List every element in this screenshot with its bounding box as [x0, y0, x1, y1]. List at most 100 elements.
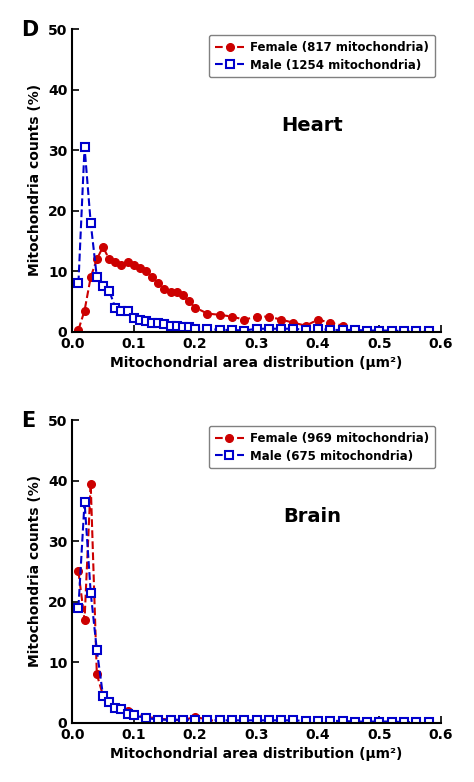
Female (969 mitochondria) — [131, 709, 137, 719]
Male (1254 mitochondria) — [174, 321, 180, 330]
Female (817 mitochondria) — [205, 309, 210, 318]
Female (969 mitochondria) — [118, 705, 124, 714]
Female (817 mitochondria) — [94, 254, 100, 264]
Male (1254 mitochondria) — [106, 286, 112, 296]
Female (817 mitochondria) — [155, 278, 161, 288]
Male (1254 mitochondria) — [180, 322, 186, 332]
Male (1254 mitochondria) — [315, 324, 321, 333]
Male (675 mitochondria) — [143, 713, 149, 723]
Male (675 mitochondria) — [100, 691, 106, 700]
Y-axis label: Mitochondria counts (%): Mitochondria counts (%) — [28, 84, 43, 277]
Text: Brain: Brain — [283, 508, 341, 526]
Male (675 mitochondria) — [75, 603, 81, 612]
Male (675 mitochondria) — [254, 716, 259, 725]
Male (1254 mitochondria) — [143, 316, 149, 325]
Female (969 mitochondria) — [100, 691, 106, 700]
Female (817 mitochondria) — [168, 288, 173, 297]
Legend: Female (817 mitochondria), Male (1254 mitochondria): Female (817 mitochondria), Male (1254 mi… — [209, 35, 435, 77]
X-axis label: Mitochondrial area distribution (μm²): Mitochondrial area distribution (μm²) — [110, 747, 403, 761]
Male (1254 mitochondria) — [149, 318, 155, 328]
Male (675 mitochondria) — [401, 717, 407, 726]
Male (675 mitochondria) — [413, 717, 419, 726]
Female (817 mitochondria) — [106, 254, 112, 264]
Female (817 mitochondria) — [162, 285, 167, 294]
Female (817 mitochondria) — [131, 260, 137, 270]
Male (675 mitochondria) — [291, 716, 296, 725]
Female (817 mitochondria) — [217, 310, 223, 320]
Female (969 mitochondria) — [143, 712, 149, 721]
Male (1254 mitochondria) — [389, 326, 395, 335]
Male (1254 mitochondria) — [303, 325, 309, 335]
Male (1254 mitochondria) — [155, 318, 161, 328]
Female (817 mitochondria) — [82, 306, 87, 315]
Female (969 mitochondria) — [180, 716, 186, 725]
Male (1254 mitochondria) — [162, 320, 167, 329]
Male (675 mitochondria) — [426, 717, 431, 726]
Male (1254 mitochondria) — [88, 218, 93, 228]
Male (675 mitochondria) — [118, 705, 124, 714]
Female (817 mitochondria) — [241, 315, 247, 325]
Female (817 mitochondria) — [112, 257, 118, 267]
Male (675 mitochondria) — [389, 717, 395, 726]
Male (1254 mitochondria) — [100, 282, 106, 291]
Male (1254 mitochondria) — [241, 326, 247, 335]
Female (969 mitochondria) — [75, 567, 81, 576]
Female (969 mitochondria) — [112, 703, 118, 712]
Male (1254 mitochondria) — [291, 324, 296, 333]
Male (1254 mitochondria) — [75, 278, 81, 288]
Female (817 mitochondria) — [174, 288, 180, 297]
Male (675 mitochondria) — [112, 703, 118, 712]
Line: Male (675 mitochondria): Male (675 mitochondria) — [74, 498, 432, 726]
Male (1254 mitochondria) — [125, 306, 130, 315]
Female (969 mitochondria) — [82, 615, 87, 625]
Male (675 mitochondria) — [180, 715, 186, 724]
Male (675 mitochondria) — [365, 717, 370, 726]
Female (817 mitochondria) — [254, 312, 259, 321]
Male (675 mitochondria) — [229, 716, 235, 725]
Male (675 mitochondria) — [278, 716, 284, 725]
Male (675 mitochondria) — [328, 716, 333, 726]
Male (675 mitochondria) — [315, 716, 321, 726]
Female (817 mitochondria) — [303, 321, 309, 330]
Female (969 mitochondria) — [125, 706, 130, 716]
Male (675 mitochondria) — [266, 716, 272, 725]
Female (817 mitochondria) — [100, 242, 106, 252]
Male (675 mitochondria) — [168, 715, 173, 724]
Female (969 mitochondria) — [217, 717, 223, 726]
Male (675 mitochondria) — [192, 715, 198, 724]
Male (675 mitochondria) — [217, 716, 223, 725]
Line: Female (817 mitochondria): Female (817 mitochondria) — [74, 243, 346, 334]
Male (1254 mitochondria) — [340, 325, 346, 335]
Female (817 mitochondria) — [328, 318, 333, 328]
Male (1254 mitochondria) — [112, 303, 118, 312]
Female (817 mitochondria) — [75, 325, 81, 335]
Female (817 mitochondria) — [137, 264, 143, 273]
X-axis label: Mitochondrial area distribution (μm²): Mitochondrial area distribution (μm²) — [110, 356, 403, 370]
Text: Heart: Heart — [281, 117, 343, 135]
Male (675 mitochondria) — [377, 717, 383, 726]
Male (675 mitochondria) — [205, 715, 210, 724]
Male (1254 mitochondria) — [118, 306, 124, 315]
Female (817 mitochondria) — [291, 318, 296, 328]
Male (1254 mitochondria) — [82, 142, 87, 152]
Female (817 mitochondria) — [278, 315, 284, 325]
Female (969 mitochondria) — [94, 669, 100, 679]
Male (1254 mitochondria) — [377, 326, 383, 335]
Male (1254 mitochondria) — [131, 314, 137, 323]
Female (817 mitochondria) — [229, 312, 235, 321]
Female (969 mitochondria) — [155, 714, 161, 723]
Male (1254 mitochondria) — [137, 315, 143, 325]
Male (675 mitochondria) — [82, 497, 87, 507]
Male (1254 mitochondria) — [365, 326, 370, 335]
Female (817 mitochondria) — [192, 303, 198, 312]
Male (1254 mitochondria) — [401, 326, 407, 335]
Male (1254 mitochondria) — [168, 321, 173, 330]
Female (969 mitochondria) — [192, 712, 198, 721]
Male (1254 mitochondria) — [278, 324, 284, 333]
Male (1254 mitochondria) — [426, 326, 431, 335]
Female (817 mitochondria) — [180, 291, 186, 300]
Line: Female (969 mitochondria): Female (969 mitochondria) — [74, 480, 224, 726]
Male (1254 mitochondria) — [217, 325, 223, 335]
Male (1254 mitochondria) — [413, 326, 419, 335]
Female (969 mitochondria) — [168, 715, 173, 724]
